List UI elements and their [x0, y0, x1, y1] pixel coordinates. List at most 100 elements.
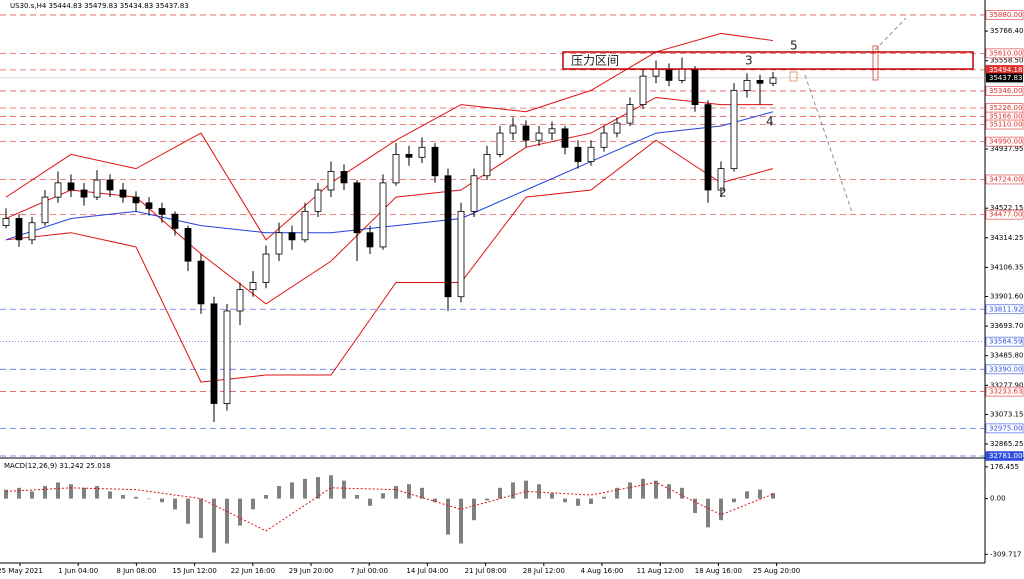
- macd-bar: [342, 480, 346, 499]
- y-tick-label: 34522.15: [990, 204, 1023, 212]
- macd-bar: [56, 482, 60, 499]
- macd-bar: [459, 498, 463, 544]
- level-tag: [985, 174, 1024, 185]
- candle-body: [756, 80, 764, 84]
- level-label: 35610.00: [989, 49, 1022, 57]
- level-tag: [985, 304, 1024, 315]
- annotation: 3: [745, 54, 753, 68]
- candle-body: [15, 218, 23, 241]
- macd-bar: [719, 498, 723, 521]
- level-label: 32781.00: [989, 452, 1022, 460]
- macd-bar: [69, 484, 73, 499]
- candle-body: [262, 253, 270, 283]
- macd-bar: [446, 498, 450, 535]
- candle-body: [197, 260, 205, 305]
- candle-body: [522, 125, 530, 141]
- x-tick-label: 18 Aug 16:00: [695, 567, 742, 575]
- candle-body: [704, 104, 712, 191]
- macd-bar: [303, 478, 307, 499]
- candle-body: [431, 146, 439, 177]
- y-tick-label: 33485.80: [990, 352, 1023, 360]
- macd-bar: [537, 484, 541, 499]
- candle-body: [405, 154, 413, 158]
- candle-body: [158, 208, 166, 215]
- macd-bar: [225, 498, 229, 544]
- macd-bar: [30, 491, 34, 499]
- x-tick-label: 1 Jun 04:00: [58, 567, 98, 575]
- candle-body: [288, 232, 296, 241]
- pressure-zone: [562, 51, 974, 70]
- macd-bar: [498, 487, 502, 499]
- level-tag: [985, 386, 1024, 397]
- candle-body: [210, 303, 218, 404]
- x-tick-label: 14 Jul 04:00: [406, 567, 448, 575]
- macd-bar: [589, 498, 593, 505]
- macd-bar: [147, 498, 151, 500]
- candle-body: [275, 232, 283, 255]
- candle-body: [106, 179, 114, 191]
- candle-body: [717, 168, 725, 191]
- level-label: 35494.18: [989, 66, 1022, 74]
- candle-body: [340, 171, 348, 184]
- candle-body: [67, 182, 75, 191]
- macd-bar: [251, 498, 255, 510]
- level-label: 34477.00: [989, 211, 1022, 219]
- level-label: 34990.00: [989, 138, 1022, 146]
- candle-body: [665, 68, 673, 81]
- level-label: 33390.00: [989, 365, 1022, 373]
- macd-bar: [680, 487, 684, 499]
- macd-bar: [43, 486, 47, 499]
- macd-bar: [420, 487, 424, 499]
- candle-body: [132, 196, 140, 204]
- macd-bar: [758, 489, 762, 499]
- candle-body: [535, 132, 543, 141]
- annotation: 5: [790, 39, 798, 53]
- macd-bar: [199, 498, 203, 539]
- candle-body: [444, 175, 452, 298]
- candle-body: [691, 68, 699, 106]
- y-tick-label: 33901.60: [990, 293, 1023, 301]
- x-tick-label: 29 Jun 20:00: [289, 567, 333, 575]
- macd-bar: [433, 498, 437, 503]
- macd-bar: [667, 484, 671, 499]
- candle-body: [54, 182, 62, 198]
- candle-body: [730, 89, 738, 170]
- candle-body: [392, 154, 400, 184]
- macd-y-tick-label: 176.455: [990, 463, 1019, 471]
- y-tick-label: 34937.95: [990, 145, 1023, 153]
- candle-body: [327, 171, 335, 191]
- macd-bar: [160, 498, 164, 503]
- macd-bar: [329, 475, 333, 499]
- level-label: 33811.92: [989, 305, 1022, 313]
- macd-bar: [732, 498, 736, 503]
- current-price-label: 35437.83: [989, 74, 1022, 82]
- candle-body: [366, 232, 374, 248]
- macd-bar: [602, 496, 606, 499]
- x-tick-label: 8 Jun 08:00: [116, 567, 156, 575]
- macd-bar: [576, 498, 580, 506]
- macd-bar: [693, 498, 697, 513]
- macd-bar: [368, 498, 372, 506]
- macd-bar: [290, 482, 294, 499]
- candle-body: [561, 128, 569, 148]
- candle-body: [496, 132, 504, 155]
- macd-bar: [771, 493, 775, 499]
- candle-body: [470, 175, 478, 212]
- macd-bar: [641, 478, 645, 499]
- y-tick-label: 34314.25: [990, 234, 1023, 242]
- macd-bar: [394, 486, 398, 499]
- candle-body: [2, 218, 10, 226]
- candle-body: [379, 182, 387, 248]
- annotation: 2: [719, 186, 727, 200]
- candle-body: [41, 196, 49, 224]
- candle-body: [457, 210, 465, 298]
- level-label: 35166.00: [989, 113, 1022, 121]
- level-tag: [985, 209, 1024, 220]
- y-tick-label: 32865.25: [990, 440, 1023, 448]
- candle-body: [171, 213, 179, 229]
- candle-body: [145, 202, 153, 209]
- macd-bar: [407, 484, 411, 499]
- candle-body: [769, 77, 777, 84]
- macd-bar: [134, 496, 138, 499]
